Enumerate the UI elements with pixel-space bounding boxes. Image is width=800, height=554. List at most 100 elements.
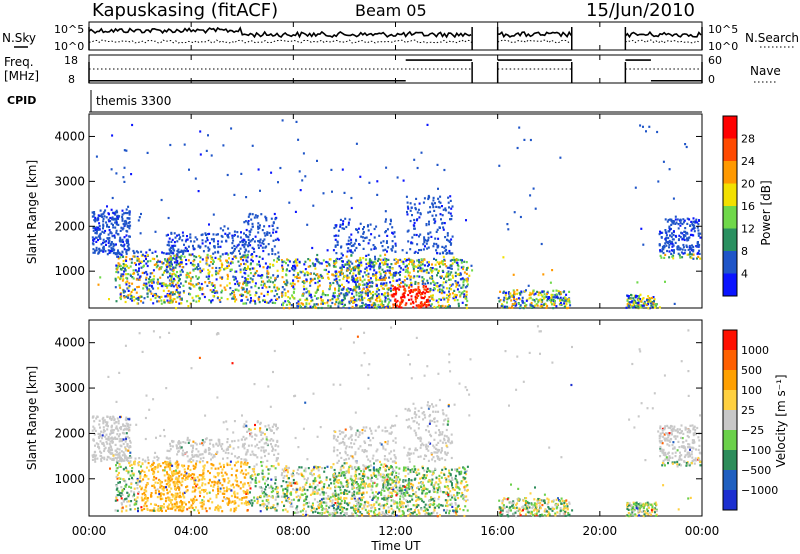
power-return-413 bbox=[133, 251, 136, 254]
power-return-1344 bbox=[255, 270, 258, 273]
velocity-return-1164 bbox=[261, 469, 264, 472]
power-return-392 bbox=[145, 276, 148, 279]
velocity-return-207 bbox=[91, 416, 94, 419]
power-return-3319 bbox=[696, 221, 699, 224]
power-return-1226 bbox=[267, 301, 270, 304]
power-return-2143 bbox=[348, 243, 351, 246]
velocity-return-262 bbox=[166, 488, 168, 491]
power-return-2928 bbox=[537, 291, 540, 294]
power-return-249 bbox=[124, 211, 127, 215]
velocity-return-908 bbox=[197, 479, 200, 483]
power-return-3440 bbox=[682, 252, 685, 255]
power-return-1270 bbox=[254, 271, 257, 274]
power-return-922 bbox=[212, 259, 215, 262]
velocity-return-1045 bbox=[214, 476, 217, 479]
velocity-return-980 bbox=[194, 495, 197, 498]
power-return-1578 bbox=[296, 276, 299, 280]
power-return-1073 bbox=[192, 244, 194, 247]
power-return-1212 bbox=[278, 296, 280, 299]
velocity-return-277 bbox=[164, 466, 166, 469]
power-return-2117 bbox=[337, 305, 340, 308]
power-return-982 bbox=[170, 291, 173, 294]
power-return-606 bbox=[168, 261, 171, 264]
power-return-3281 bbox=[692, 250, 695, 253]
power-return-986 bbox=[235, 270, 238, 273]
power-return-3466 bbox=[343, 191, 346, 194]
velocity-return-688 bbox=[221, 468, 224, 471]
velocity-return-213 bbox=[129, 441, 132, 444]
power-return-3349 bbox=[681, 256, 684, 259]
power-return-916 bbox=[234, 255, 237, 258]
power-return-1096 bbox=[225, 252, 228, 255]
velocity-return-920 bbox=[194, 506, 197, 509]
power-return-369 bbox=[126, 265, 129, 268]
power-return-552 bbox=[179, 270, 182, 273]
power-return-2853 bbox=[439, 201, 442, 204]
velocity-return-797 bbox=[210, 467, 213, 470]
power-return-3476 bbox=[207, 134, 209, 137]
power-return-1934 bbox=[347, 242, 350, 245]
power-return-2735 bbox=[441, 245, 444, 248]
power-return-1111 bbox=[167, 276, 169, 279]
power-return-2665 bbox=[461, 277, 464, 280]
velocity-return-1097 bbox=[203, 450, 206, 453]
power-return-2510 bbox=[427, 290, 430, 293]
power-return-3035 bbox=[519, 298, 521, 301]
power-return-1257 bbox=[255, 255, 258, 258]
power-return-613 bbox=[176, 271, 178, 274]
power-return-3064 bbox=[530, 301, 533, 305]
velocity-return-155 bbox=[114, 436, 117, 439]
power-return-1309 bbox=[264, 262, 267, 265]
velocity-return-1115 bbox=[185, 503, 187, 506]
power-return-2147 bbox=[339, 266, 342, 269]
velocity-return-86 bbox=[104, 446, 107, 449]
power-return-630 bbox=[119, 297, 122, 301]
power-return-1228 bbox=[258, 226, 261, 229]
power-return-1648 bbox=[316, 273, 319, 276]
power-return-3359 bbox=[658, 243, 661, 247]
power-return-992 bbox=[170, 231, 173, 234]
power-return-1227 bbox=[250, 239, 253, 242]
power-return-1635 bbox=[308, 292, 311, 295]
velocity-return-1106 bbox=[190, 474, 192, 477]
power-return-2023 bbox=[375, 307, 378, 310]
power-return-2110 bbox=[334, 245, 337, 248]
power-return-915 bbox=[225, 239, 228, 242]
power-return-3026 bbox=[552, 299, 555, 302]
power-return-1206 bbox=[243, 280, 246, 283]
power-return-2045 bbox=[380, 285, 383, 288]
velocity-return-10 bbox=[117, 419, 120, 422]
velocity-return-5 bbox=[92, 425, 95, 428]
power-return-935 bbox=[207, 277, 210, 280]
power-return-704 bbox=[192, 260, 195, 263]
velocity-return-266 bbox=[168, 477, 171, 480]
velocity-return-600 bbox=[115, 497, 118, 500]
velocity-return-379 bbox=[129, 508, 132, 511]
power-return-3445 bbox=[639, 124, 642, 127]
power-return-2667 bbox=[459, 258, 462, 262]
power-return-2540 bbox=[387, 298, 389, 301]
velocity-return-585 bbox=[134, 457, 137, 460]
power-return-3575 bbox=[197, 190, 200, 193]
power-return-660 bbox=[193, 258, 196, 261]
velocity-return-851 bbox=[192, 440, 195, 443]
mhz-label: [MHz] bbox=[4, 69, 39, 83]
velocity-return-956 bbox=[169, 442, 171, 445]
power-return-1221 bbox=[260, 213, 263, 216]
power-return-2890 bbox=[515, 298, 518, 301]
power-return-2749 bbox=[447, 196, 450, 199]
power-return-69 bbox=[127, 243, 130, 246]
power-return-1794 bbox=[359, 283, 362, 286]
velocity-return-111 bbox=[94, 460, 97, 463]
power-return-2321 bbox=[466, 299, 469, 303]
power-return-2026 bbox=[370, 305, 373, 308]
velocity-return-495 bbox=[156, 481, 159, 484]
velocity-return-1009 bbox=[235, 506, 238, 509]
power-return-2525 bbox=[423, 303, 426, 306]
velocity-return-1221 bbox=[270, 478, 273, 481]
power-return-1881 bbox=[343, 227, 346, 230]
power-return-2272 bbox=[412, 267, 415, 270]
power-return-2513 bbox=[430, 294, 433, 297]
power-return-643 bbox=[206, 284, 209, 287]
velocity-return-504 bbox=[169, 460, 172, 463]
